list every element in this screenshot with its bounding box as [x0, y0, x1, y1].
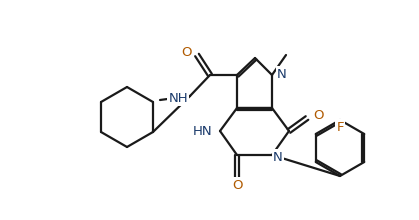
Text: O: O	[313, 108, 323, 121]
Text: O: O	[232, 178, 242, 191]
Text: NH: NH	[168, 92, 188, 104]
Text: O: O	[181, 46, 192, 59]
Text: N: N	[273, 150, 283, 163]
Text: N: N	[277, 68, 287, 81]
Text: F: F	[336, 121, 344, 134]
Text: HN: HN	[192, 125, 212, 138]
